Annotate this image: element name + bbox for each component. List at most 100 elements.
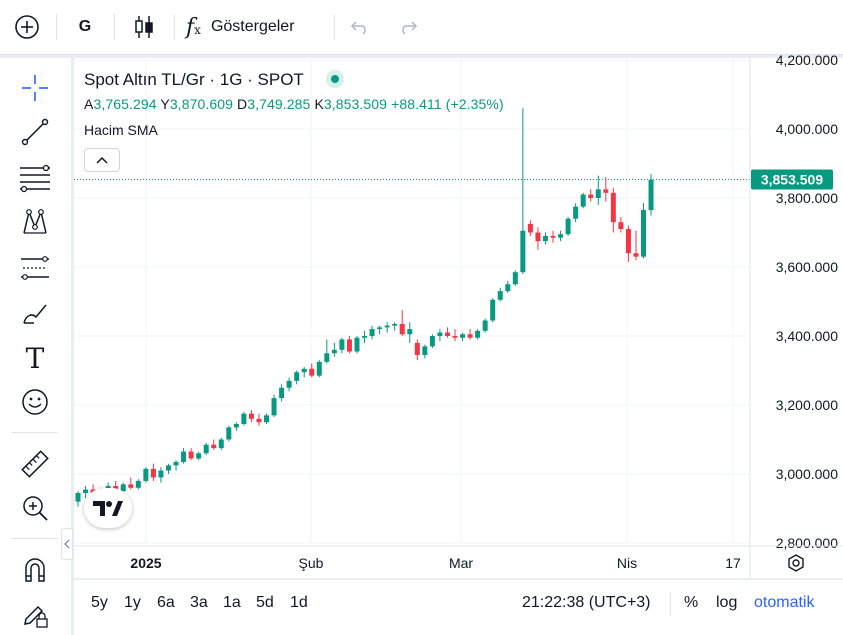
pattern-tool[interactable]: [14, 204, 56, 240]
range-1y-button[interactable]: 1y: [124, 594, 141, 611]
candle: [362, 330, 368, 343]
interval-label: G: [78, 18, 92, 35]
price-tick-label: 3,000.000: [776, 466, 838, 482]
time-tick-label: 17: [725, 555, 741, 571]
lock-drawings-tool[interactable]: [14, 596, 56, 632]
candle: [316, 360, 322, 378]
price-tick-label: 4,000.000: [776, 121, 838, 137]
candle: [264, 413, 269, 424]
time-tick-label: Mar: [449, 555, 473, 571]
candle: [603, 177, 609, 202]
candle: [414, 339, 420, 361]
log-scale-button[interactable]: log: [716, 594, 738, 611]
candle: [452, 329, 458, 342]
zoom-tool[interactable]: [14, 490, 56, 526]
candle: [565, 216, 571, 236]
time-tick-label: Şub: [299, 555, 324, 571]
candle: [512, 270, 518, 286]
add-symbol-button[interactable]: [8, 8, 46, 46]
candle: [181, 448, 187, 464]
ruler-icon: [21, 450, 49, 478]
candle: [346, 336, 352, 354]
current-price-badge: [751, 169, 833, 190]
range-1d-button[interactable]: 1d: [290, 594, 308, 611]
brush-tool[interactable]: [14, 296, 56, 332]
candle: [226, 425, 232, 442]
fib-tool[interactable]: [14, 160, 56, 196]
tradingview-logo[interactable]: [84, 488, 132, 528]
percent-scale-button[interactable]: %: [684, 594, 699, 611]
candle: [324, 339, 330, 364]
redo-button[interactable]: [392, 8, 424, 46]
price-tick-label: 4,200.000: [776, 52, 838, 68]
interval-button[interactable]: G: [68, 8, 102, 46]
range-1a-button[interactable]: 1a: [223, 594, 241, 611]
auto-scale-button[interactable]: otomatik: [754, 594, 815, 611]
magnet-tool[interactable]: [14, 552, 56, 588]
range-5d-button[interactable]: 5d: [256, 594, 274, 611]
candle: [505, 280, 511, 293]
range-6a-button[interactable]: 6a: [157, 594, 175, 611]
time-tick-label: 2025: [130, 555, 161, 571]
candle: [203, 442, 209, 456]
legend-collapse-button[interactable]: [84, 148, 120, 172]
candle: [482, 318, 488, 333]
price-tick-label: 3,200.000: [776, 397, 838, 413]
text-tool[interactable]: T: [14, 340, 56, 376]
axis-settings-button[interactable]: [783, 550, 809, 576]
range-3a-button[interactable]: 3a: [190, 594, 208, 611]
candle: [248, 410, 254, 423]
candle: [610, 187, 616, 233]
candle: [158, 467, 164, 483]
market-status-icon[interactable]: [326, 69, 345, 88]
tv-logo-icon: [93, 501, 123, 516]
measure-tool[interactable]: [14, 446, 56, 482]
low-value: 3,749.285: [247, 96, 311, 112]
price-tick-label: 3,800.000: [776, 190, 838, 206]
candle: [188, 448, 194, 461]
bottom-separator: [670, 592, 671, 616]
brush-icon: [23, 304, 47, 324]
candle: [143, 467, 149, 483]
high-value: 3,870.609: [169, 96, 234, 112]
chart-pane[interactable]: [74, 58, 843, 578]
crosshair-tool[interactable]: [14, 70, 56, 106]
candle: [558, 230, 564, 242]
icon-tool[interactable]: [14, 384, 56, 420]
close-value: 3,853.509: [323, 96, 388, 112]
forecast-tool[interactable]: [14, 250, 56, 286]
chart-type-button[interactable]: [126, 8, 162, 46]
candle: [490, 298, 496, 323]
horizontal-lines-icon: [20, 164, 50, 193]
candle: [286, 377, 292, 392]
candle: [580, 192, 586, 209]
symbol-title[interactable]: Spot Altın TL/Gr · 1G · SPOT: [84, 69, 345, 90]
timezone-clock[interactable]: 21:22:38 (UTC+3): [522, 594, 651, 611]
sidebar-collapse-handle[interactable]: [61, 528, 73, 560]
pencil-lock-icon: [24, 605, 48, 628]
candles-icon: [135, 16, 153, 38]
drawing-toolbar: T: [0, 58, 71, 635]
candle: [595, 175, 601, 205]
fx-icon: fx: [186, 14, 201, 40]
magnet-icon: [25, 558, 45, 582]
ohlc-values: A3,765.294 Y3,870.609 D3,749.285 K3,853.…: [84, 96, 504, 112]
price-tick-label: 3,400.000: [776, 328, 838, 344]
indicator-legend[interactable]: Hacim SMA: [84, 122, 158, 138]
trend-line-tool[interactable]: [14, 114, 56, 150]
candle: [520, 108, 526, 274]
high-label: Y: [160, 96, 170, 112]
candle: [165, 463, 171, 474]
indicators-button[interactable]: fx Göstergeler: [186, 8, 322, 46]
candle: [399, 310, 405, 336]
candle: [279, 384, 285, 402]
range-5y-button[interactable]: 5y: [91, 594, 108, 611]
prediction-icon: [21, 256, 49, 280]
undo-button[interactable]: [344, 8, 376, 46]
candle: [211, 439, 217, 450]
candle: [527, 220, 533, 236]
candle: [437, 329, 443, 342]
candle: [625, 225, 631, 262]
trend-line-icon: [21, 118, 49, 146]
candle: [241, 411, 247, 426]
